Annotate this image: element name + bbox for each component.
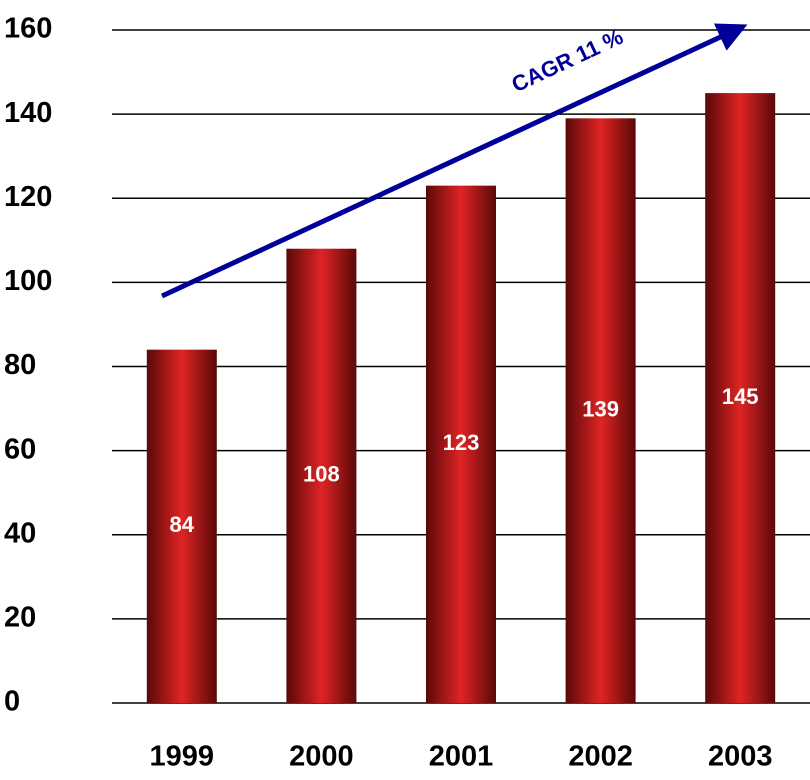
x-tick-label: 2000 bbox=[289, 741, 354, 773]
data-label: 108 bbox=[303, 462, 340, 487]
y-tick-label: 20 bbox=[4, 602, 36, 634]
data-label: 123 bbox=[443, 430, 480, 455]
y-tick-label: 160 bbox=[4, 13, 52, 45]
bar bbox=[286, 248, 357, 703]
trend-arrow bbox=[160, 23, 748, 299]
x-tick-label: 2002 bbox=[568, 741, 633, 773]
bar bbox=[565, 118, 636, 704]
y-tick-label: 100 bbox=[4, 265, 52, 297]
y-tick-label: 60 bbox=[4, 433, 36, 465]
bar bbox=[705, 93, 776, 703]
y-tick-label: 140 bbox=[4, 97, 52, 129]
data-label: 139 bbox=[582, 396, 619, 421]
y-tick-label: 40 bbox=[4, 517, 36, 549]
data-label: 84 bbox=[170, 512, 195, 537]
data-label: 145 bbox=[722, 384, 759, 409]
y-tick-label: 80 bbox=[4, 349, 36, 381]
y-tick-label: 120 bbox=[4, 181, 52, 213]
x-tick-label: 2001 bbox=[429, 741, 494, 773]
bar bbox=[146, 349, 217, 703]
y-tick-label: 0 bbox=[4, 686, 20, 718]
bar bbox=[426, 185, 496, 704]
x-tick-label: 2003 bbox=[708, 741, 773, 773]
x-tick-label: 1999 bbox=[150, 741, 215, 773]
